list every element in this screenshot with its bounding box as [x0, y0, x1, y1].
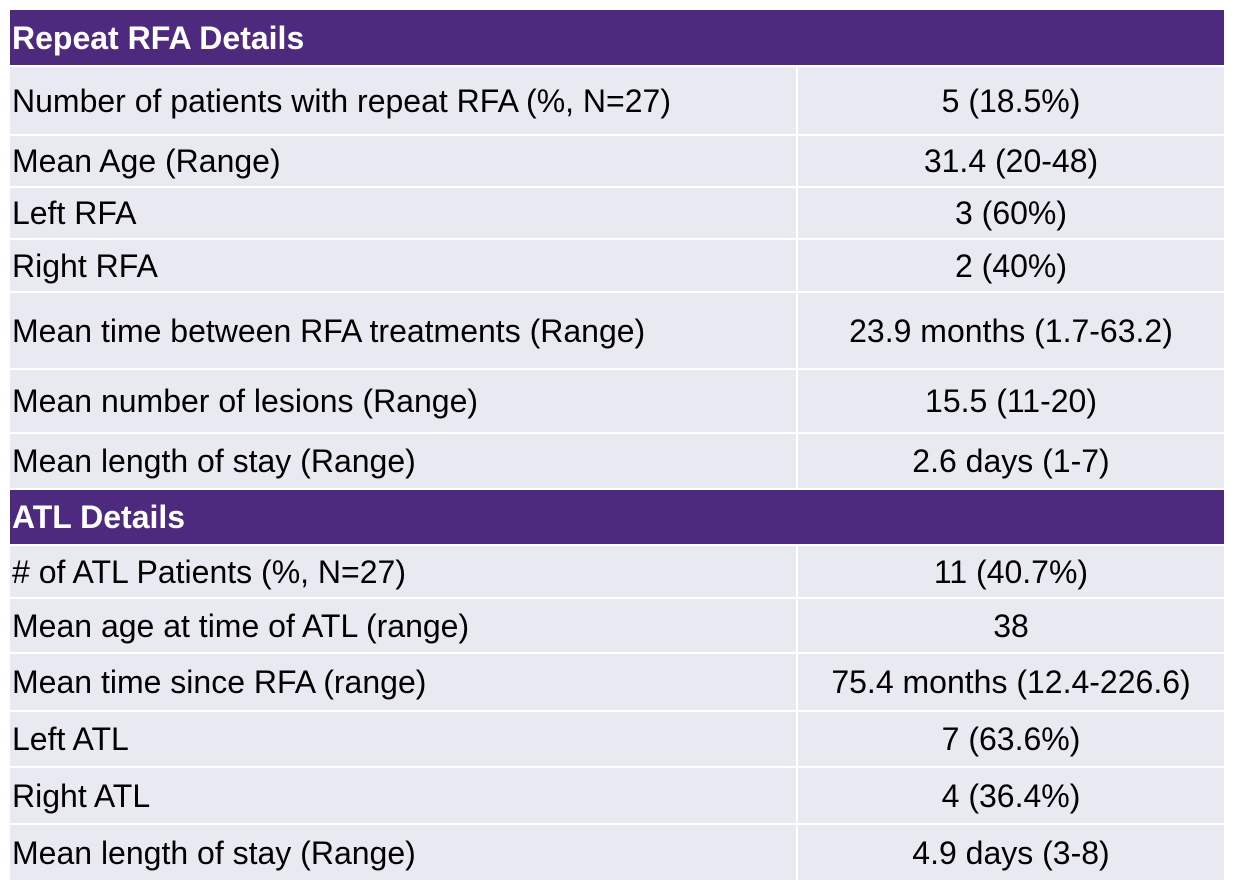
row-value: 3 (60%)	[798, 188, 1224, 240]
table-row: Left ATL 7 (63.6%)	[10, 712, 1224, 768]
table-row: Mean length of stay (Range) 2.6 days (1-…	[10, 434, 1224, 490]
row-label: Mean time between RFA treatments (Range)	[10, 293, 798, 370]
table-row: Left RFA 3 (60%)	[10, 188, 1224, 240]
table-row: # of ATL Patients (%, N=27) 11 (40.7%)	[10, 546, 1224, 599]
section-header-repeat-rfa: Repeat RFA Details	[10, 10, 1224, 67]
row-label: Right RFA	[10, 240, 798, 293]
row-value: 4.9 days (3-8)	[798, 825, 1224, 882]
row-label: Mean length of stay (Range)	[10, 825, 798, 882]
repeat-rfa-atl-table: Repeat RFA Details Number of patients wi…	[10, 10, 1224, 882]
row-value: 38	[798, 599, 1224, 654]
row-value: 23.9 months (1.7-63.2)	[798, 293, 1224, 370]
row-label: Mean Age (Range)	[10, 136, 798, 188]
row-value: 11 (40.7%)	[798, 546, 1224, 599]
table-row: Mean time since RFA (range) 75.4 months …	[10, 654, 1224, 712]
section-title: ATL Details	[10, 490, 1224, 546]
row-value: 75.4 months (12.4-226.6)	[798, 654, 1224, 712]
table-row: Mean time between RFA treatments (Range)…	[10, 293, 1224, 370]
row-value: 7 (63.6%)	[798, 712, 1224, 768]
row-label: Left ATL	[10, 712, 798, 768]
table-row: Right ATL 4 (36.4%)	[10, 768, 1224, 825]
section-title: Repeat RFA Details	[10, 10, 1224, 67]
row-label: # of ATL Patients (%, N=27)	[10, 546, 798, 599]
row-value: 4 (36.4%)	[798, 768, 1224, 825]
row-label: Mean length of stay (Range)	[10, 434, 798, 490]
row-label: Mean number of lesions (Range)	[10, 370, 798, 434]
table-row: Mean age at time of ATL (range) 38	[10, 599, 1224, 654]
row-label: Mean age at time of ATL (range)	[10, 599, 798, 654]
row-label: Right ATL	[10, 768, 798, 825]
section-header-atl: ATL Details	[10, 490, 1224, 546]
row-label: Number of patients with repeat RFA (%, N…	[10, 67, 798, 136]
row-label: Left RFA	[10, 188, 798, 240]
table-row: Right RFA 2 (40%)	[10, 240, 1224, 293]
row-value: 5 (18.5%)	[798, 67, 1224, 136]
row-label: Mean time since RFA (range)	[10, 654, 798, 712]
table-row: Number of patients with repeat RFA (%, N…	[10, 67, 1224, 136]
table-row: Mean length of stay (Range) 4.9 days (3-…	[10, 825, 1224, 882]
row-value: 2 (40%)	[798, 240, 1224, 293]
row-value: 15.5 (11-20)	[798, 370, 1224, 434]
row-value: 31.4 (20-48)	[798, 136, 1224, 188]
table-row: Mean Age (Range) 31.4 (20-48)	[10, 136, 1224, 188]
row-value: 2.6 days (1-7)	[798, 434, 1224, 490]
table-row: Mean number of lesions (Range) 15.5 (11-…	[10, 370, 1224, 434]
